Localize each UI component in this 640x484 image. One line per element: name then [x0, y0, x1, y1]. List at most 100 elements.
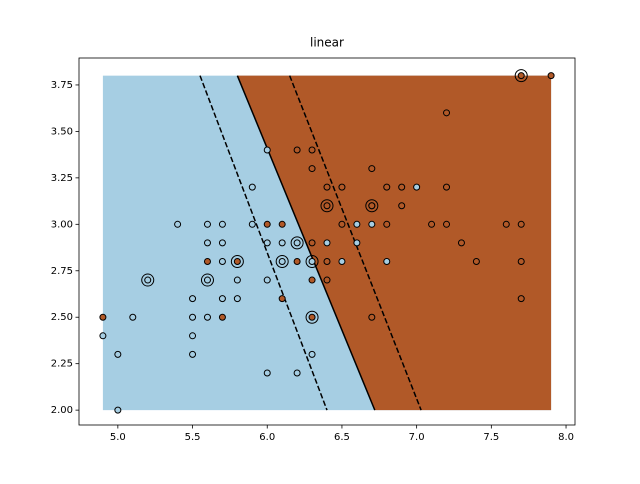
margin-line	[288, 75, 422, 411]
support-vector	[305, 254, 319, 268]
support-vector	[365, 199, 379, 213]
y-tick-label: 2.00	[51, 405, 73, 416]
point	[278, 239, 286, 247]
point	[233, 257, 241, 265]
point	[383, 220, 391, 228]
point	[502, 220, 510, 228]
point	[383, 183, 391, 191]
point	[308, 165, 316, 173]
point	[293, 146, 301, 154]
point	[323, 202, 331, 210]
point	[368, 165, 376, 173]
point	[263, 369, 271, 377]
point	[248, 220, 256, 228]
point	[368, 313, 376, 321]
point	[218, 313, 226, 321]
point	[203, 239, 211, 247]
point	[203, 220, 211, 228]
y-tick-label: 3.25	[51, 173, 73, 184]
point	[398, 202, 406, 210]
x-tick-label: 8.0	[558, 432, 574, 443]
y-tick-label: 3.50	[51, 126, 73, 137]
point	[263, 220, 271, 228]
point	[203, 313, 211, 321]
point	[443, 109, 451, 117]
point	[368, 220, 376, 228]
point	[308, 257, 316, 265]
region	[237, 75, 552, 411]
point	[308, 350, 316, 358]
point	[308, 146, 316, 154]
point	[368, 202, 376, 210]
point	[248, 183, 256, 191]
x-tick-label: 6.0	[259, 432, 275, 443]
y-tick-label: 2.50	[51, 312, 73, 323]
point	[189, 332, 197, 340]
point	[443, 183, 451, 191]
point	[189, 313, 197, 321]
point	[323, 257, 331, 265]
point	[517, 257, 525, 265]
x-tick-label: 5.0	[110, 432, 126, 443]
point	[233, 276, 241, 284]
point	[189, 295, 197, 303]
point	[233, 295, 241, 303]
plot-frame	[78, 57, 576, 426]
point	[263, 239, 271, 247]
point	[144, 276, 152, 284]
point	[278, 257, 286, 265]
y-tick-label: 3.00	[51, 219, 73, 230]
point	[203, 257, 211, 265]
point	[278, 220, 286, 228]
point	[218, 239, 226, 247]
point	[114, 406, 122, 414]
support-vector	[230, 254, 244, 268]
point	[457, 239, 465, 247]
point	[189, 350, 197, 358]
margin-line	[199, 75, 328, 411]
x-tick-label: 6.5	[334, 432, 350, 443]
x-tick-label: 5.5	[185, 432, 201, 443]
point	[428, 220, 436, 228]
x-tick-label: 7.5	[483, 432, 499, 443]
point	[203, 276, 211, 284]
point	[99, 332, 107, 340]
point	[293, 257, 301, 265]
point	[472, 257, 480, 265]
point	[383, 257, 391, 265]
support-vector	[200, 273, 214, 287]
point	[323, 239, 331, 247]
support-vector	[514, 69, 528, 83]
point	[353, 220, 361, 228]
support-vector	[290, 236, 304, 250]
point	[218, 220, 226, 228]
point	[174, 220, 182, 228]
point	[218, 257, 226, 265]
point	[293, 239, 301, 247]
point	[218, 295, 226, 303]
y-tick-label: 2.25	[51, 359, 73, 370]
point	[308, 313, 316, 321]
support-vector	[141, 273, 155, 287]
point	[114, 350, 122, 358]
y-tick-label: 3.75	[51, 80, 73, 91]
point	[517, 220, 525, 228]
point	[517, 72, 525, 80]
point	[293, 369, 301, 377]
point	[263, 276, 271, 284]
y-tick-label: 2.75	[51, 266, 73, 277]
point	[338, 257, 346, 265]
decision-boundary	[236, 75, 376, 411]
point	[323, 276, 331, 284]
chart-title: linear	[310, 36, 344, 50]
support-vector	[275, 254, 289, 268]
point	[338, 183, 346, 191]
support-vector	[320, 199, 334, 213]
point	[278, 295, 286, 303]
point	[517, 295, 525, 303]
point	[398, 183, 406, 191]
point	[413, 183, 421, 191]
point	[99, 313, 107, 321]
point	[308, 239, 316, 247]
